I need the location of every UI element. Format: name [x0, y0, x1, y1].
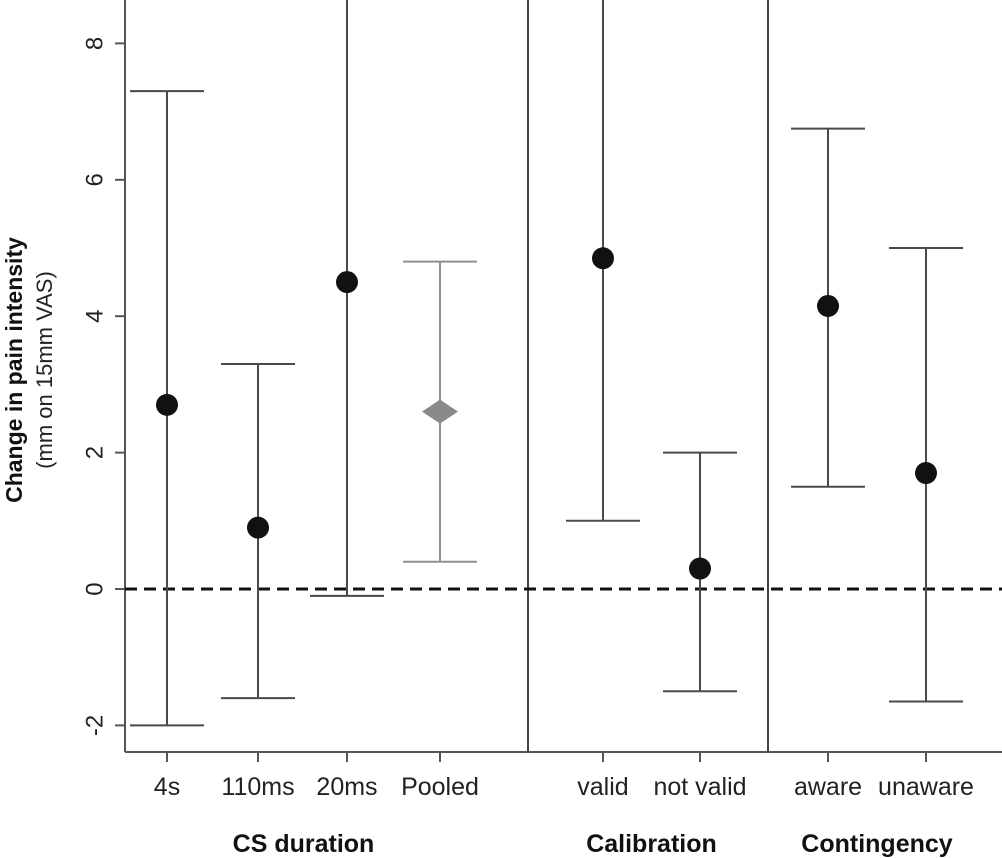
point-estimate: [592, 247, 614, 270]
category-label: Pooled: [401, 773, 479, 801]
y-tick-label: 0: [81, 582, 108, 595]
point-estimate: [247, 516, 269, 539]
category-label: unaware: [878, 773, 974, 801]
plot-marks: [130, 0, 963, 727]
y-tick-label: 2: [81, 446, 108, 459]
y-axis-title: Change in pain intensity: [1, 237, 27, 503]
axis-labels: -2 0 2 4 6 8 4s 110ms 20ms Pooled valid not valid aw…: [1, 37, 974, 858]
category-label: 110ms: [221, 773, 294, 801]
y-tick-label: 4: [81, 310, 108, 323]
group-label: Calibration: [586, 830, 717, 858]
category-label: not valid: [653, 773, 746, 801]
point-estimate: [817, 294, 839, 317]
axes: [115, 0, 1002, 762]
group-label: Contingency: [801, 830, 952, 858]
group-label: CS duration: [233, 830, 375, 858]
y-tick-label: -2: [81, 715, 108, 736]
category-label: aware: [794, 773, 862, 801]
category-label: 20ms: [316, 773, 377, 801]
y-axis-subtitle: (mm on 15mm VAS): [32, 271, 57, 469]
point-estimate: [336, 271, 358, 294]
y-tick-label: 8: [81, 37, 108, 50]
category-label: valid: [577, 773, 628, 801]
category-label: 4s: [154, 773, 180, 801]
point-estimate: [915, 462, 937, 485]
point-estimate-diamond: [422, 399, 458, 424]
point-estimate: [689, 557, 711, 580]
y-tick-label: 6: [81, 173, 108, 186]
point-estimate: [156, 393, 178, 416]
